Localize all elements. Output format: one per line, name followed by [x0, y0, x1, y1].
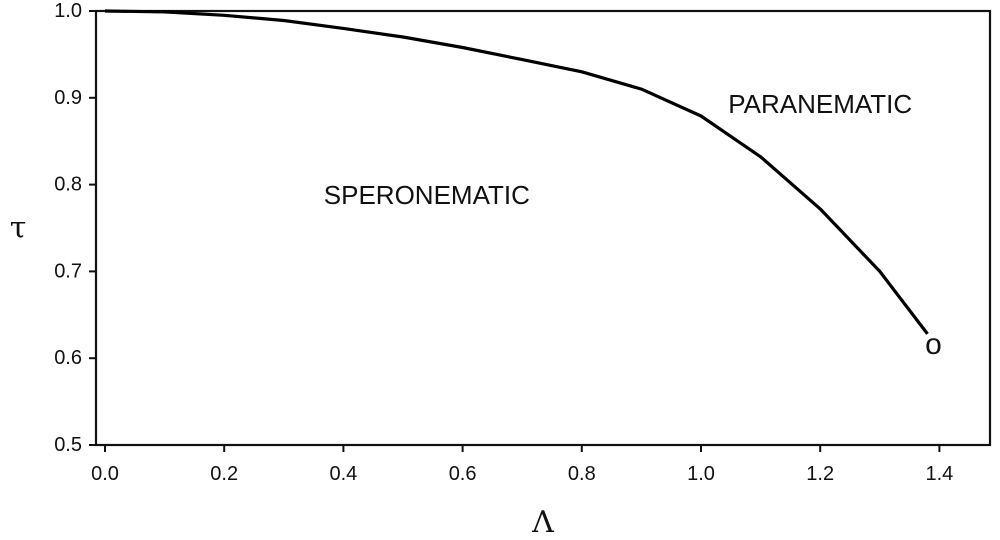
y-tick-label: 0.8	[54, 174, 82, 196]
x-tick-label: 1.0	[687, 463, 715, 485]
y-tick-label: 0.6	[54, 347, 82, 369]
phase-boundary-line	[104, 9, 929, 335]
y-tick-label: 0.7	[54, 260, 82, 282]
x-tick-label: 0.2	[210, 463, 238, 485]
y-tick-label: 0.9	[54, 87, 82, 109]
y-tick-label: 1.0	[54, 0, 82, 22]
x-tick-label: 0.4	[329, 463, 357, 485]
x-axis: 0.0 0.2 0.4 0.6 0.8 1.0 1.2 1.4	[91, 445, 953, 485]
x-axis-label: Λ	[531, 505, 554, 540]
x-tick-label: 1.4	[925, 463, 953, 485]
y-axis: 0.5 0.6 0.7 0.8 0.9 1.0	[54, 0, 96, 456]
plot-frame	[94, 9, 992, 447]
end-point-marker: o	[925, 328, 942, 361]
y-axis-label: τ	[10, 211, 27, 246]
annotations: SPERONEMATIC PARANEMATIC	[324, 89, 912, 210]
x-tick-label: 0.0	[91, 463, 119, 485]
x-tick-label: 1.2	[806, 463, 834, 485]
region-label: PARANEMATIC	[728, 89, 912, 119]
x-tick-label: 0.6	[449, 463, 477, 485]
y-tick-label: 0.5	[54, 434, 82, 456]
region-label: SPERONEMATIC	[324, 180, 530, 210]
x-tick-label: 0.8	[568, 463, 596, 485]
